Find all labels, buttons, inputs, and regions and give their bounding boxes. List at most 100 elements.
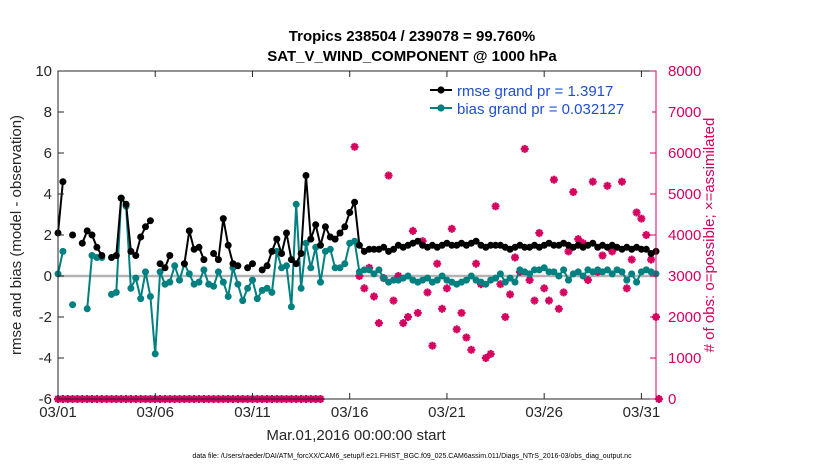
obs-assimilated-point (506, 290, 515, 299)
y-left-tick-label: -2 (39, 309, 52, 326)
bias-point (210, 282, 218, 290)
obs-assimilated-point (598, 251, 607, 260)
bias-point (560, 266, 568, 274)
rmse-point (263, 262, 271, 270)
bias-point (404, 272, 412, 280)
bias-series (54, 194, 660, 358)
bias-point (545, 268, 553, 276)
bias-point (292, 200, 300, 208)
obs-assimilated-point (408, 226, 417, 235)
rmse-point (365, 245, 373, 253)
bias-point (370, 270, 378, 278)
rmse-point (69, 231, 77, 239)
bias-point (424, 274, 431, 282)
rmse-point (331, 235, 339, 243)
obs-assimilated-point (535, 229, 544, 237)
rmse-point (472, 237, 480, 245)
obs-assimilated-point (423, 288, 432, 297)
bias-point (263, 284, 271, 292)
x-axis: 03/01 03/06 03/11 03/16 03/21 03/26 03/31 (39, 71, 660, 421)
obs-assimilated-point (457, 308, 466, 317)
y-left-tick-label: 10 (35, 63, 52, 80)
y-left-tick-label: -4 (39, 350, 52, 367)
y-left-tick-label: 8 (44, 104, 52, 121)
rmse-point (351, 198, 359, 206)
obs-assimilated-point (627, 255, 636, 264)
rmse-point (278, 250, 286, 257)
obs-assimilated-point (603, 181, 612, 190)
bias-point (219, 278, 227, 286)
rmse-point (210, 250, 218, 257)
y-right-axis-label: # of obs: o=possible; ×=assimilated (701, 118, 718, 353)
bias-point (467, 272, 475, 280)
rmse-point (146, 217, 154, 225)
rmse-point (137, 233, 145, 241)
bias-point (302, 239, 310, 247)
bias-point (341, 260, 349, 268)
y-left-axis-label: rmse and bias (model - observation) (8, 115, 25, 355)
rmse-point (346, 209, 354, 216)
obs-assimilated-point (540, 284, 549, 293)
rmse-point (414, 237, 422, 245)
rmse-point (185, 227, 193, 235)
y-right-tick-label: 3000 (668, 268, 701, 285)
rmse-point (93, 243, 101, 251)
bias-point (618, 268, 626, 276)
bias-point (171, 262, 179, 270)
rmse-point (487, 241, 495, 249)
bias-point (438, 272, 446, 280)
bias-point (176, 276, 183, 284)
rmse-point (637, 245, 645, 253)
bias-point (132, 274, 140, 282)
bias-point (482, 280, 490, 288)
rmse-point (122, 200, 130, 208)
rmse-point (355, 241, 363, 249)
rmse-point (244, 264, 252, 272)
rmse-point (59, 178, 67, 186)
y-right-tick-label: 4000 (668, 227, 701, 244)
y-left-tick-label: 4 (44, 186, 52, 203)
rmse-point (283, 229, 290, 237)
bias-point (462, 276, 470, 284)
bias-point (326, 245, 334, 253)
bias-point (603, 266, 611, 274)
bias-point (69, 301, 77, 309)
y-right-tick-label: 8000 (668, 63, 701, 80)
rmse-point (307, 235, 315, 243)
bias-point (244, 284, 252, 292)
rmse-line (57, 181, 64, 234)
rmse-point (448, 241, 456, 249)
obs-assimilated-point (404, 313, 412, 321)
bias-point (249, 276, 256, 284)
data-file-footer: data file: /Users/raeder/DAI/ATM_forcXX/… (192, 453, 632, 460)
chart-subtitle: SAT_V_WIND_COMPONENT @ 1000 hPa (267, 48, 557, 65)
obs-assimilated-point (647, 255, 656, 264)
x-tick-label: 03/26 (525, 404, 563, 421)
rmse-point (219, 215, 227, 223)
y-right-tick-label: 6000 (668, 145, 701, 162)
x-tick-label: 03/16 (331, 404, 369, 421)
x-tick-label: 03/11 (234, 404, 270, 421)
obs-assimilated-point (569, 188, 578, 196)
y-right-axis: 0 1000 2000 3000 4000 5000 6000 7000 8000 (650, 63, 701, 408)
bias-point (550, 268, 558, 276)
bias-point (608, 270, 616, 278)
bias-point (137, 295, 145, 303)
bias-point (195, 278, 203, 286)
bias-point (360, 266, 368, 274)
legend-rmse-label: rmse grand pr = 1.3917 (457, 83, 613, 100)
rmse-point (224, 241, 232, 249)
bias-point (501, 278, 509, 286)
bias-point (375, 266, 383, 274)
x-tick-label: 03/31 (623, 404, 661, 421)
bias-point (555, 272, 563, 280)
bias-point (331, 264, 339, 272)
bias-point (336, 264, 344, 272)
bias-point (390, 276, 397, 284)
bias-point (380, 274, 388, 282)
rmse-point (195, 243, 203, 251)
bias-point (579, 272, 587, 280)
rmse-point (112, 252, 120, 259)
rmse-point (341, 223, 349, 231)
